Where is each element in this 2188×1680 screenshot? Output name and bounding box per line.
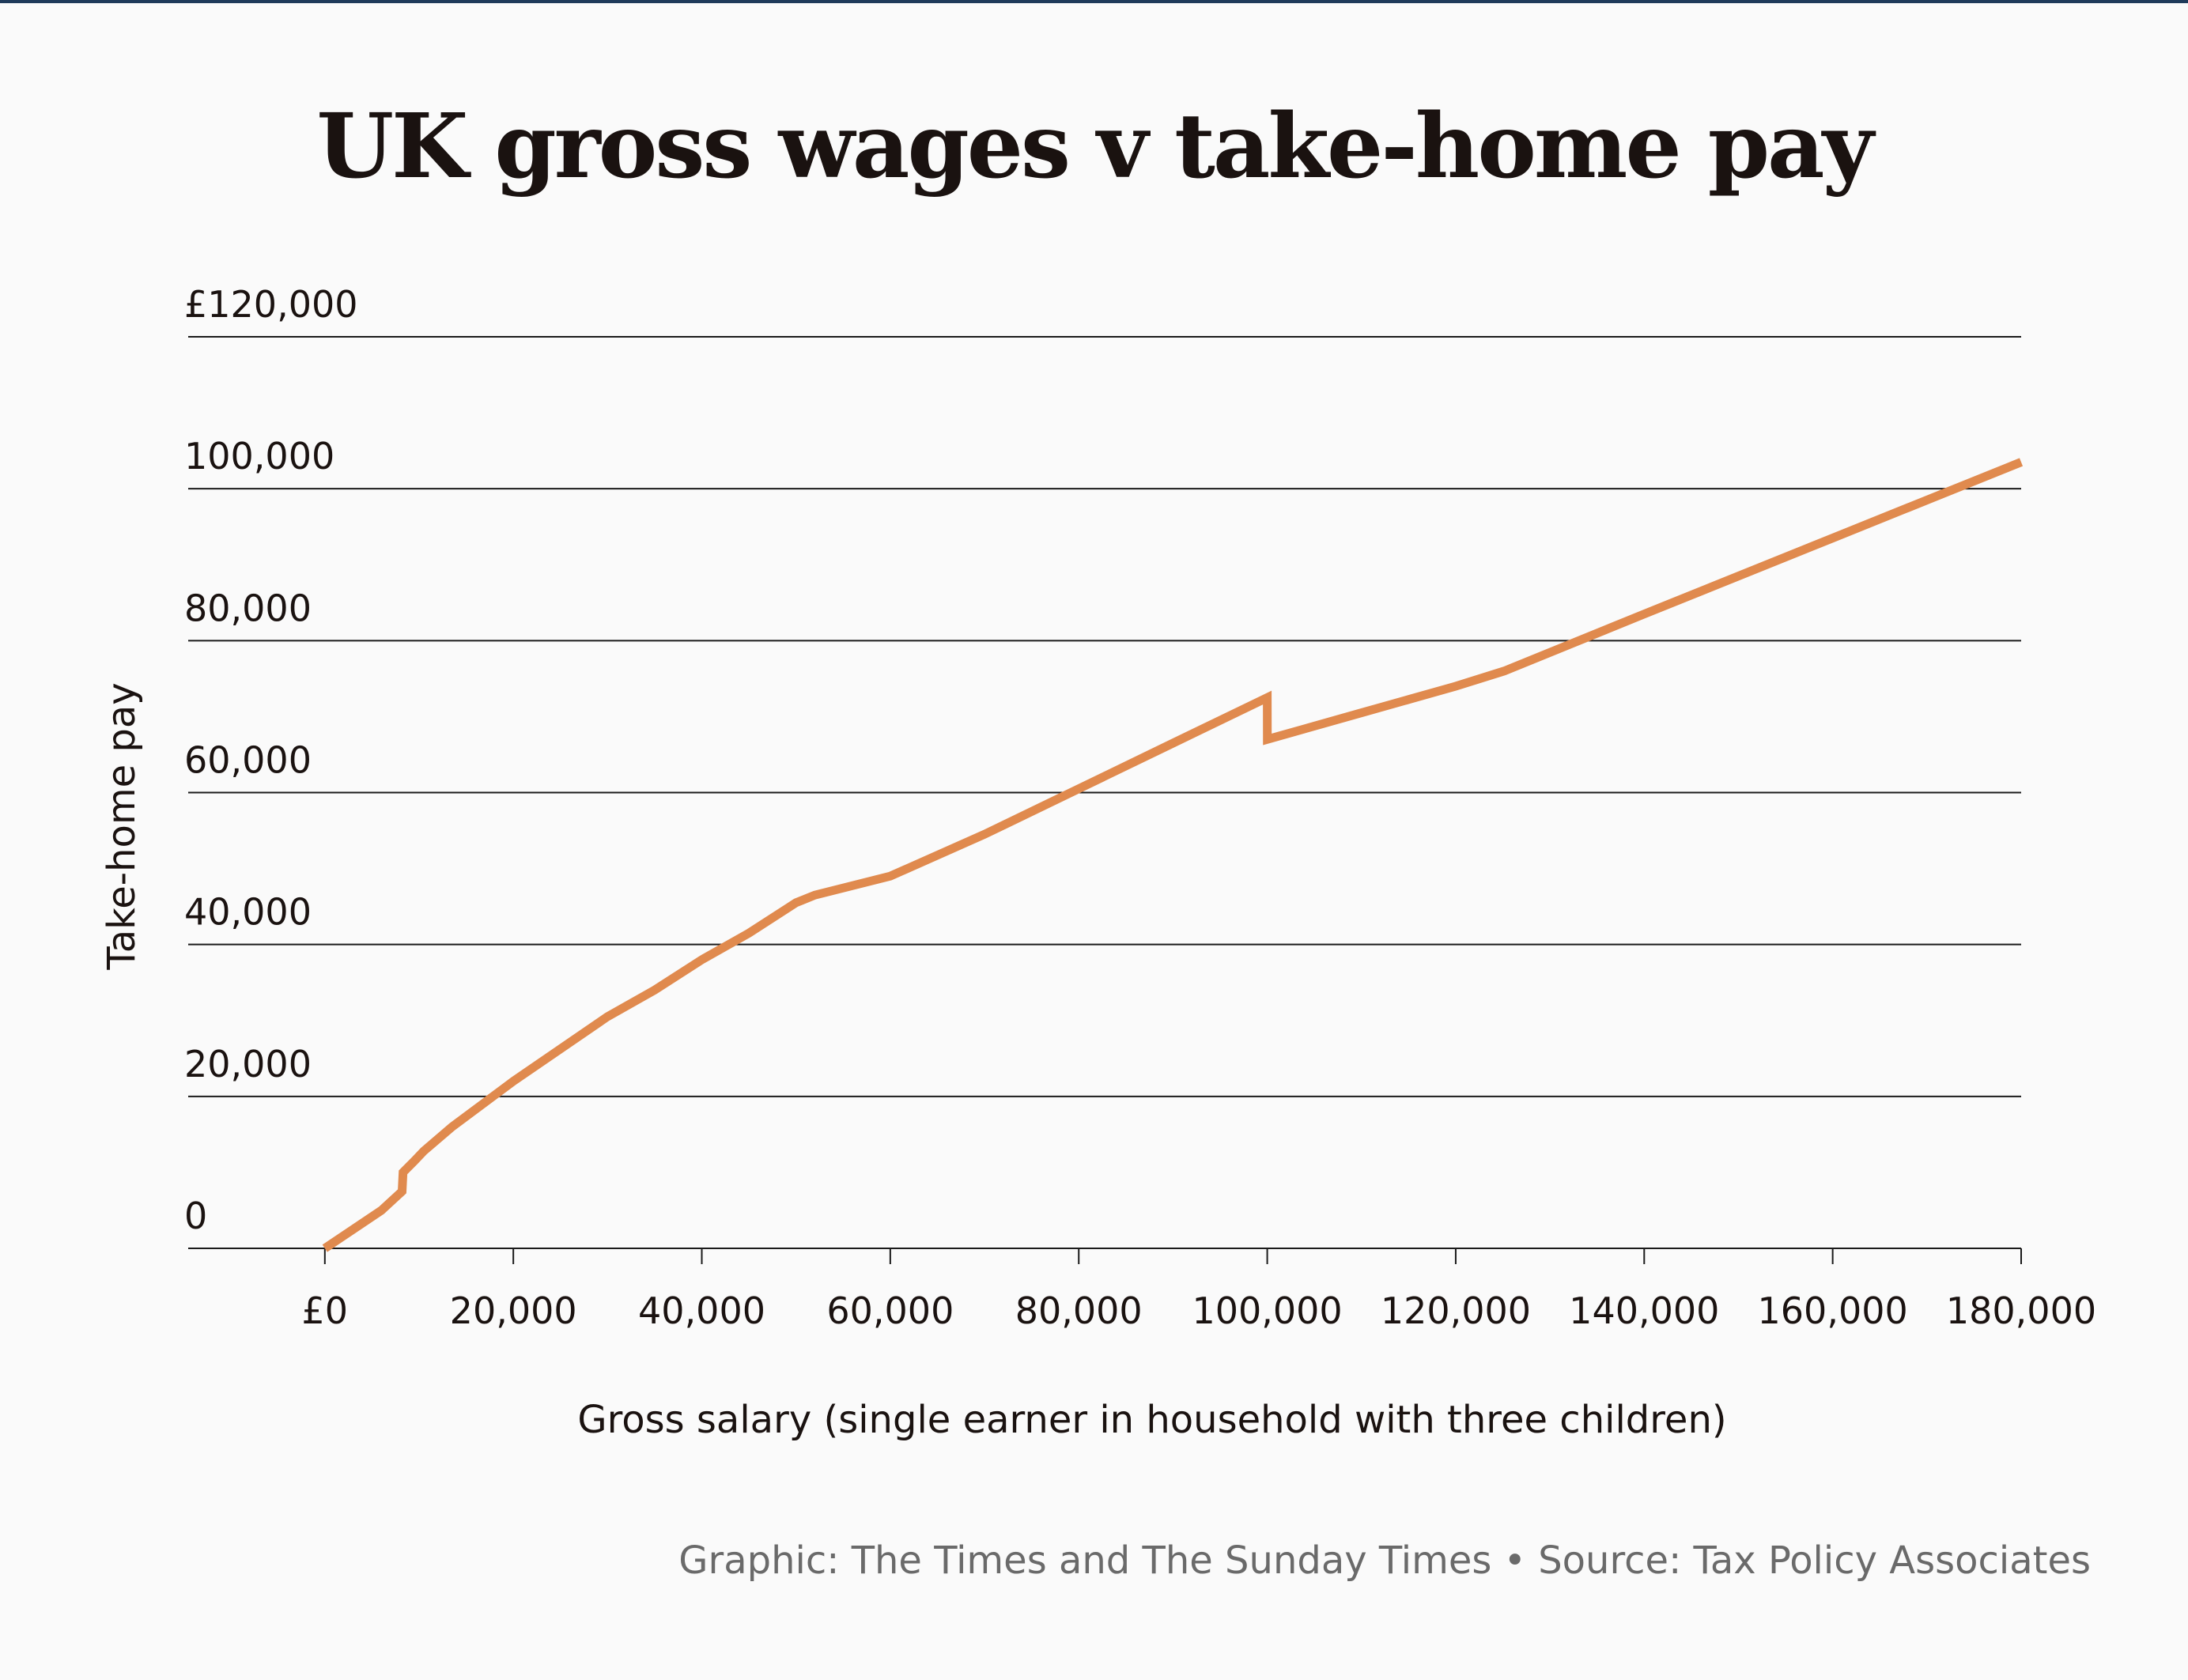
y-tick-label: 0 — [184, 1195, 207, 1237]
x-tick-label: 140,000 — [1569, 1289, 1719, 1332]
y-tick-label: 40,000 — [184, 891, 312, 934]
chart-title: UK gross wages v take-home pay — [316, 95, 1873, 198]
y-tick-labels: 0 20,000 40,000 60,000 80,000 100,000 £120,000 — [184, 283, 358, 1237]
x-tick-label: 180,000 — [1946, 1289, 2096, 1332]
x-tick-label: £0 — [302, 1289, 349, 1332]
x-tick-labels: £0 20,000 40,000 60,000 80,000 100,000 120,000… — [302, 1289, 2097, 1332]
top-rule — [0, 0, 2188, 3]
y-tick-label: 60,000 — [184, 739, 312, 782]
x-tick-label: 40,000 — [638, 1289, 765, 1332]
x-tick-label: 160,000 — [1758, 1289, 1908, 1332]
series-group — [322, 458, 2024, 1252]
y-tick-label: 20,000 — [184, 1043, 312, 1085]
y-tick-label: 80,000 — [184, 587, 312, 629]
gridlines — [188, 336, 2021, 1249]
source-credit: Graphic: The Times and The Sunday Times … — [678, 1538, 2091, 1583]
y-axis-label: Take-home pay — [100, 682, 144, 970]
x-axis-label: Gross salary (single earner in household… — [577, 1398, 1726, 1442]
y-tick-label: 100,000 — [184, 435, 334, 478]
x-tick-label: 80,000 — [1015, 1289, 1143, 1332]
y-tick-label: £120,000 — [184, 283, 358, 326]
x-tick-label: 20,000 — [450, 1289, 577, 1332]
x-tick-label: 100,000 — [1192, 1289, 1342, 1332]
x-tick-label: 120,000 — [1381, 1289, 1531, 1332]
x-ticks — [323, 1248, 2022, 1264]
x-tick-label: 60,000 — [826, 1289, 954, 1332]
series-line — [322, 458, 2024, 1252]
